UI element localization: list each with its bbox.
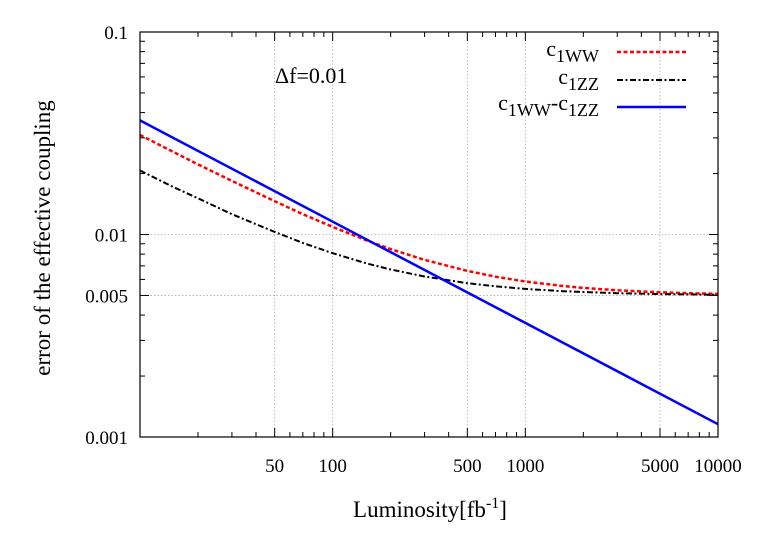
legend-label-c1zz: c1ZZ <box>558 64 599 94</box>
series-line-c1zz <box>139 169 719 296</box>
series-line-c1ww <box>139 133 719 296</box>
y-tick-label: 0.1 <box>104 23 128 44</box>
x-axis-label: Luminosity[fb-1] <box>353 495 507 522</box>
x-tick-label: 1000 <box>506 456 544 477</box>
x-tick-label: 5000 <box>641 456 679 477</box>
x-tick-label: 100 <box>318 456 347 477</box>
legend: c1WW c1ZZ c1WW-c1ZZ <box>498 36 686 120</box>
axis-ticks <box>140 31 719 438</box>
legend-label-c1ww: c1WW <box>546 36 599 66</box>
annotation-delta-f: Δf=0.01 <box>275 63 347 88</box>
y-tick-label: 0.01 <box>95 226 128 247</box>
tick-labels: 50 100 500 1000 5000 10000 0.001 0.005 0.01 0.1 <box>85 23 742 477</box>
x-tick-label: 10000 <box>694 456 742 477</box>
legend-label-c1ww-c1zz: c1WW-c1ZZ <box>498 90 599 120</box>
y-tick-label: 0.001 <box>85 428 128 449</box>
y-axis-label: error of the effective coupling <box>30 100 55 376</box>
x-tick-label: 50 <box>265 456 284 477</box>
series-line-c1ww-c1zz <box>139 119 719 426</box>
plot-series <box>139 119 719 426</box>
x-tick-label: 500 <box>453 456 482 477</box>
y-tick-label: 0.005 <box>85 286 128 307</box>
grid-lines <box>140 32 718 437</box>
